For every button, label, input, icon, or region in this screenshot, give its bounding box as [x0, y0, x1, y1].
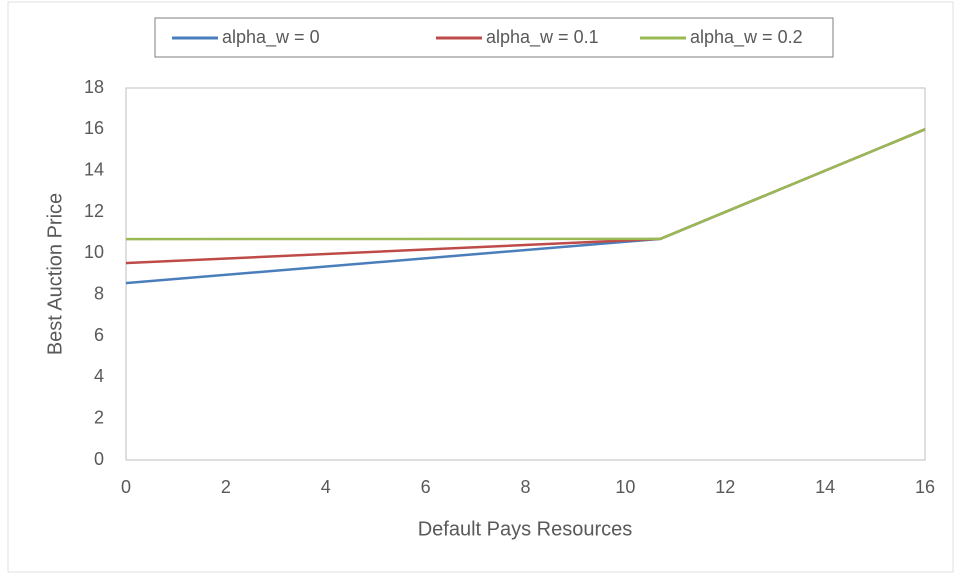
- y-tick-label: 10: [84, 242, 104, 262]
- legend: [154, 17, 834, 58]
- y-tick-label: 16: [84, 118, 104, 138]
- x-tick-label: 2: [221, 477, 231, 497]
- legend-label: alpha_w = 0.2: [690, 27, 803, 48]
- y-axis-label: Best Auction Price: [44, 193, 66, 355]
- plot-area: [125, 87, 926, 461]
- legend-label: alpha_w = 0: [222, 27, 320, 48]
- series-line: [125, 128, 926, 241]
- y-tick-label: 6: [94, 325, 104, 345]
- x-tick-label: 6: [421, 477, 431, 497]
- x-tick-label: 10: [615, 477, 635, 497]
- x-tick-label: 8: [520, 477, 530, 497]
- y-tick-label: 4: [94, 366, 104, 386]
- x-tick-label: 16: [915, 477, 935, 497]
- y-tick-label: 18: [84, 77, 104, 97]
- x-tick-label: 4: [321, 477, 331, 497]
- x-axis-label: Default Pays Resources: [418, 518, 633, 540]
- y-tick-label: 0: [94, 449, 104, 469]
- x-tick-label: 0: [121, 477, 131, 497]
- chart-border: [7, 1, 954, 573]
- x-tick-label: 14: [815, 477, 835, 497]
- x-tick-label: 12: [715, 477, 735, 497]
- legend-label: alpha_w = 0.1: [486, 27, 599, 48]
- y-tick-label: 8: [94, 283, 104, 303]
- y-tick-label: 14: [84, 159, 104, 179]
- y-tick-label: 2: [94, 407, 104, 427]
- y-tick-label: 12: [84, 201, 104, 221]
